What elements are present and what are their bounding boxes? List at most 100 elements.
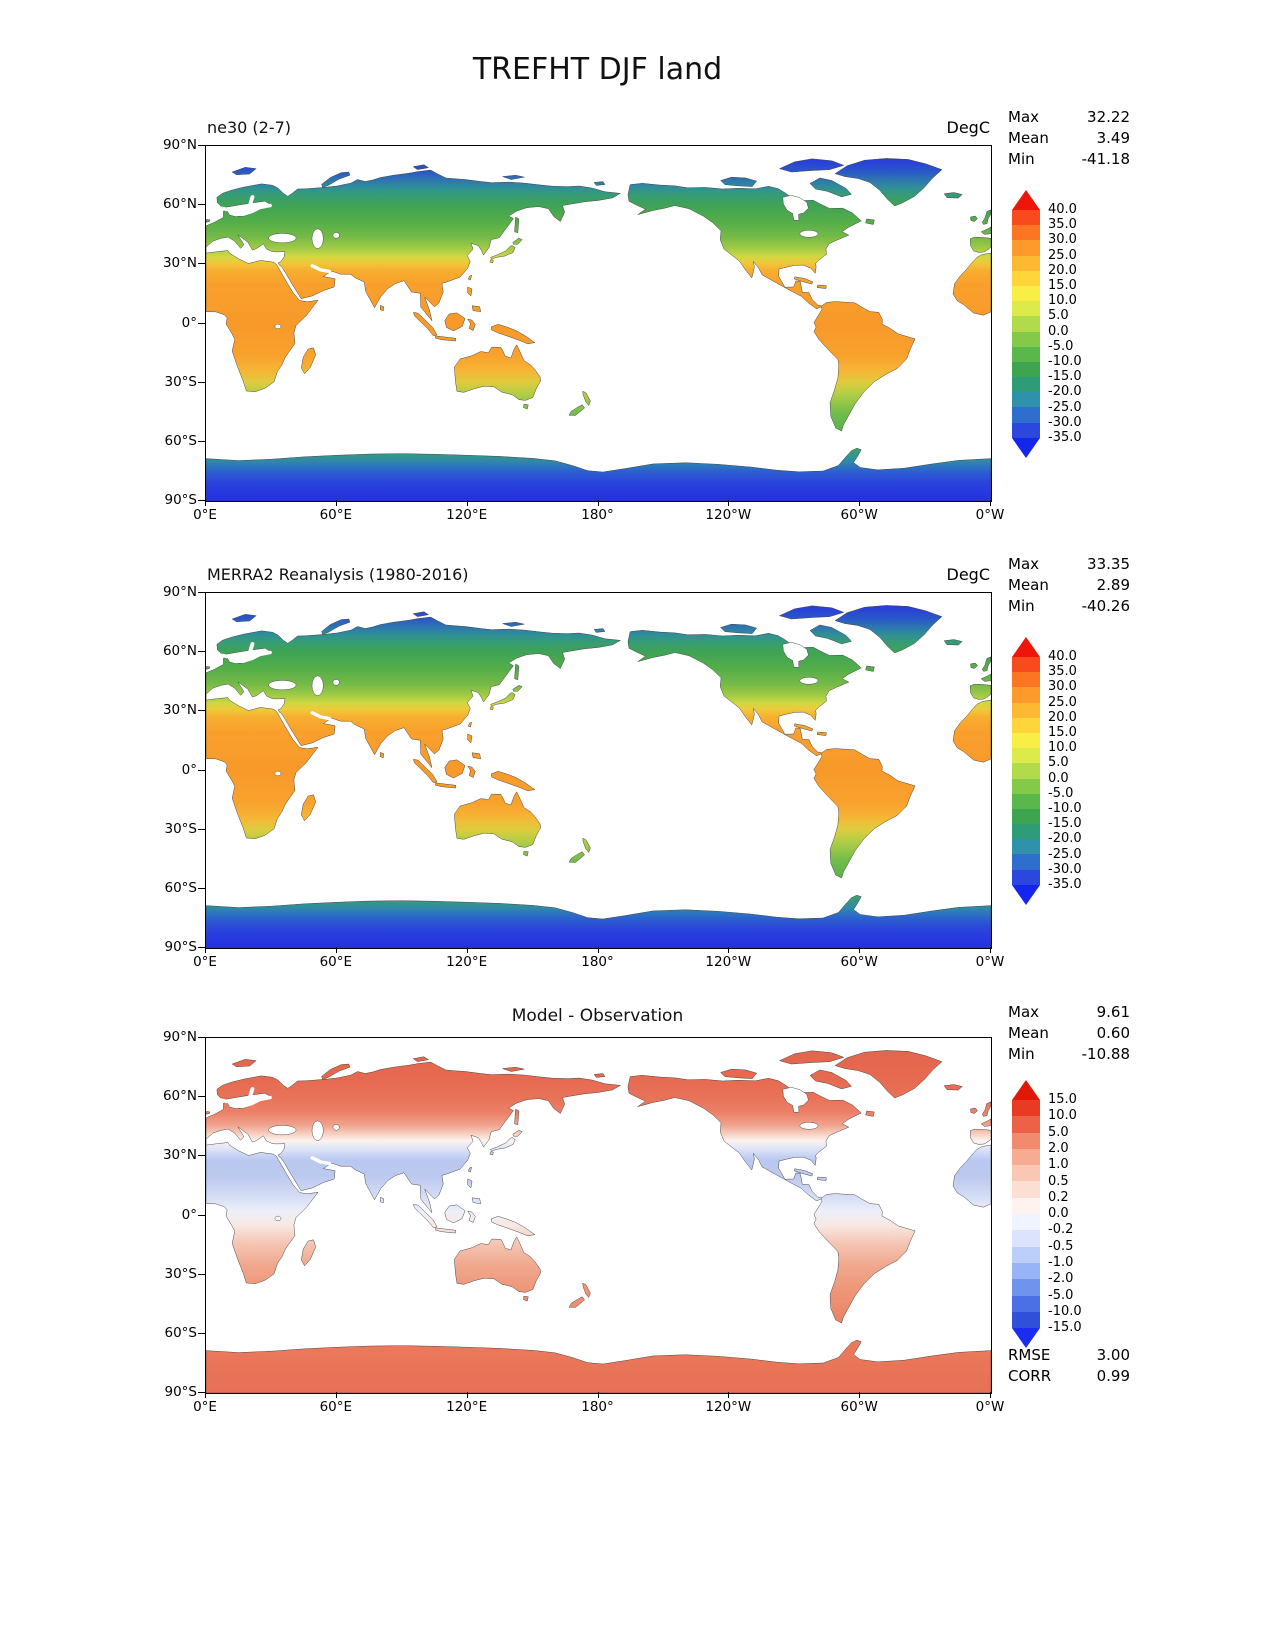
units-label: DegC bbox=[946, 118, 991, 137]
colorbar-segment bbox=[1012, 854, 1040, 870]
y-tick-label: 60°S bbox=[164, 1324, 198, 1341]
y-tick-mark bbox=[198, 947, 205, 948]
colorbar-body bbox=[1012, 1100, 1040, 1329]
y-tick-label: 60°N bbox=[162, 196, 197, 213]
stats-block: Max 33.35 Mean 2.89 Min -40.26 bbox=[1008, 554, 1130, 617]
x-tick-label: 0°W bbox=[975, 1399, 1005, 1415]
colorbar-tick-label: -35.0 bbox=[1048, 430, 1082, 445]
x-tick-label: 120°E bbox=[446, 954, 488, 970]
colorbar-segment bbox=[1012, 732, 1040, 749]
panel-title: ne30 (2-7) bbox=[207, 118, 292, 137]
colorbar-segment bbox=[1012, 361, 1040, 378]
stat-mean: Mean 2.89 bbox=[1008, 575, 1130, 596]
stat-value: -41.18 bbox=[1081, 150, 1130, 168]
colorbar-tick-label: 5.0 bbox=[1048, 308, 1069, 324]
colorbar-segment bbox=[1012, 301, 1040, 317]
colorbar-tick-label: -30.0 bbox=[1048, 861, 1082, 877]
colorbar-tick-label: -20.0 bbox=[1048, 384, 1082, 400]
colorbar-segment bbox=[1012, 717, 1040, 733]
y-tick-label: 0° bbox=[181, 314, 197, 331]
colorbar-segment bbox=[1012, 824, 1040, 840]
colorbar: 40.0 35.0 30.0 25.0 20.0 15.0 10.0 5.0 0.0 -5.0 -1… bbox=[1012, 637, 1192, 905]
colorbar-tick-label: 5.0 bbox=[1048, 1124, 1069, 1140]
map-difference bbox=[206, 1038, 991, 1393]
colorbar-tick-label: -15.0 bbox=[1048, 369, 1082, 385]
colorbar-tick-label: -5.0 bbox=[1048, 1287, 1074, 1303]
colorbar-tick-label: -25.0 bbox=[1048, 399, 1082, 415]
stat-value: 9.61 bbox=[1096, 1003, 1130, 1021]
y-tick-label: 60°N bbox=[162, 643, 197, 660]
map-reference bbox=[206, 604, 991, 948]
y-tick-label: 30°N bbox=[162, 1147, 197, 1164]
stat-min: Min -41.18 bbox=[1008, 149, 1130, 170]
stat-label: Mean bbox=[1008, 1024, 1049, 1042]
stat-label: RMSE bbox=[1008, 1346, 1051, 1364]
stat-value: 33.35 bbox=[1087, 555, 1130, 573]
colorbar-tick-label: 10.0 bbox=[1048, 740, 1077, 756]
colorbar-tick-label: -15.0 bbox=[1048, 1320, 1082, 1336]
x-tick-label: 60°W bbox=[840, 507, 878, 523]
colorbar-tick-label: -30.0 bbox=[1048, 414, 1082, 430]
colorbar-tick-label: 0.0 bbox=[1048, 323, 1069, 339]
x-tick-label: 0°E bbox=[193, 1399, 217, 1415]
map-model bbox=[206, 157, 991, 501]
colorbar-segment bbox=[1012, 316, 1040, 332]
colorbar-segment bbox=[1012, 1100, 1040, 1117]
colorbar-segment bbox=[1012, 1181, 1040, 1198]
y-tick-label: 90°S bbox=[164, 492, 198, 508]
colorbar-segment bbox=[1012, 839, 1040, 855]
colorbar-body bbox=[1012, 210, 1040, 438]
colorbar-tick-label: 0.2 bbox=[1048, 1189, 1069, 1205]
stat-value: 3.49 bbox=[1096, 129, 1130, 147]
x-tick-label: 60°W bbox=[840, 1399, 878, 1415]
colorbar-segment bbox=[1012, 1148, 1040, 1166]
colorbar-tick-label: -25.0 bbox=[1048, 846, 1082, 862]
x-tick-label: 180° bbox=[581, 1399, 614, 1415]
stat-max: Max 33.35 bbox=[1008, 554, 1130, 575]
x-tick-label: 120°W bbox=[705, 1399, 752, 1415]
colorbar-tick-label: -15.0 bbox=[1048, 816, 1082, 832]
colorbar-segment bbox=[1012, 331, 1040, 347]
x-tick-label: 60°W bbox=[840, 954, 878, 970]
colorbar-tick-label: 15.0 bbox=[1048, 1092, 1077, 1107]
y-tick-mark bbox=[198, 828, 205, 830]
colorbar-top-arrow-icon bbox=[1012, 190, 1040, 210]
x-tick-label: 60°E bbox=[319, 507, 353, 523]
colorbar-tick-label: -2.0 bbox=[1048, 1271, 1074, 1287]
x-tick-label: 120°E bbox=[446, 507, 488, 523]
colorbar-segment bbox=[1012, 869, 1040, 885]
colorbar-tick-label: -10.0 bbox=[1048, 801, 1082, 816]
y-tick-label: 30°N bbox=[162, 702, 197, 719]
x-tick-label: 0°E bbox=[193, 507, 217, 523]
colorbar-tick-label: -0.2 bbox=[1048, 1222, 1074, 1238]
colorbar-tick-label: 30.0 bbox=[1048, 679, 1077, 695]
stat-value: -40.26 bbox=[1081, 597, 1130, 615]
colorbar-segment bbox=[1012, 346, 1040, 362]
y-tick-mark bbox=[198, 145, 205, 146]
x-tick-label: 120°E bbox=[446, 1399, 488, 1415]
x-tick-label: 0°W bbox=[975, 507, 1005, 523]
y-tick-label: 0° bbox=[181, 1206, 197, 1223]
stat-label: Max bbox=[1008, 108, 1040, 126]
colorbar-tick-label: 0.5 bbox=[1048, 1173, 1069, 1189]
colorbar-tick-label: 5.0 bbox=[1048, 755, 1069, 771]
y-tick-label: 30°S bbox=[164, 1265, 198, 1282]
colorbar-tick-label: 15.0 bbox=[1048, 278, 1077, 293]
colorbar-segment bbox=[1012, 392, 1040, 408]
stat-mean: Mean 0.60 bbox=[1008, 1023, 1130, 1044]
colorbar-top-arrow-icon bbox=[1012, 637, 1040, 657]
stat-label: Min bbox=[1008, 597, 1035, 615]
map-frame bbox=[205, 1037, 992, 1394]
x-tick-label: 0°W bbox=[975, 954, 1005, 970]
colorbar-tick-label: 0.0 bbox=[1048, 1206, 1069, 1222]
colorbar-tick-label: 20.0 bbox=[1048, 262, 1077, 278]
colorbar-tick-label: 25.0 bbox=[1048, 247, 1077, 263]
y-tick-mark bbox=[198, 1332, 205, 1334]
y-tick-label: 60°S bbox=[164, 432, 198, 449]
y-tick-label: 90°S bbox=[164, 1384, 198, 1400]
x-tick-label: 0°E bbox=[193, 954, 217, 970]
colorbar-segment bbox=[1012, 240, 1040, 256]
y-tick-mark bbox=[198, 1273, 205, 1275]
y-tick-label: 90°S bbox=[164, 939, 198, 955]
